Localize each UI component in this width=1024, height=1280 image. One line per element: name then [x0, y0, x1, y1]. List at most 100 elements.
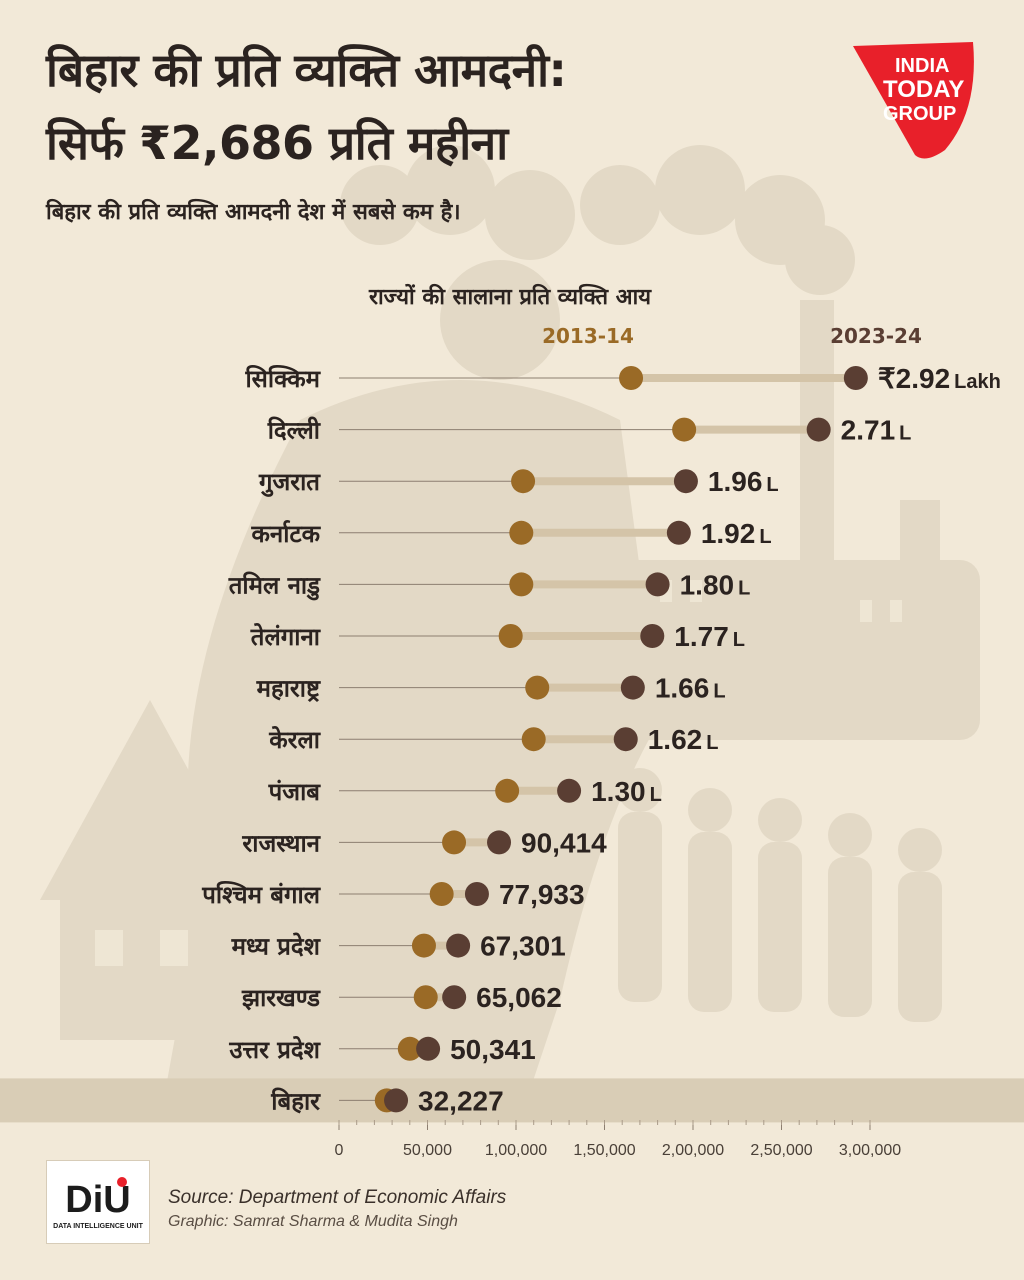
state-label: मध्य प्रदेश: [231, 933, 322, 961]
state-label: राजस्थान: [241, 829, 321, 857]
dot-2013-14: [429, 882, 454, 906]
value-unit: L: [738, 577, 750, 599]
value-unit: L: [706, 732, 718, 754]
dot-2023-24: [446, 933, 471, 958]
state-label: बिहार: [270, 1087, 321, 1115]
page-subtitle: बिहार की प्रति व्यक्ति आमदनी देश में सबस…: [46, 200, 461, 225]
value-number: 32,227: [418, 1085, 504, 1116]
value-number: 90,414: [521, 827, 607, 858]
chart-row: पंजाब 1.30 L: [268, 776, 662, 807]
value-unit: L: [713, 681, 725, 703]
chart-row: बिहार 32,227: [270, 1085, 503, 1116]
chart-row: दिल्ली 2.71 L: [267, 415, 912, 446]
dot-2013-14: [525, 675, 550, 700]
chart-row: पश्चिम बंगाल 77,933: [201, 879, 584, 910]
dot-2013-14: [619, 366, 644, 390]
value-unit: Lakh: [954, 371, 1001, 393]
logo-text-1: INDIA: [895, 55, 949, 77]
graphic-credit: Graphic: Samrat Sharma & Mudita Singh: [168, 1213, 458, 1230]
dot-2013-14: [509, 572, 534, 597]
dot-2023-24: [843, 366, 868, 390]
state-label: महाराष्ट्र: [256, 675, 321, 703]
value-label: 2.71 L: [841, 415, 912, 446]
value-number: 1.66: [655, 673, 710, 704]
dot-2013-14: [672, 417, 697, 442]
dot-2013-14: [511, 469, 536, 494]
house-silhouette: [40, 700, 260, 900]
chart-row: झारखण्ड 65,062: [241, 982, 562, 1013]
value-label: 32,227: [418, 1085, 504, 1116]
dot-2023-24: [613, 727, 638, 752]
value-number: 1.80: [680, 569, 735, 600]
dot-2013-14: [521, 727, 546, 752]
value-label: 1.92 L: [701, 518, 772, 549]
state-label: केरला: [268, 726, 321, 754]
state-label: कर्नाटक: [251, 520, 322, 548]
logo-text-2: TODAY: [883, 76, 964, 103]
value-label: 1.80 L: [680, 569, 751, 600]
logo-shape: [853, 42, 974, 159]
chart-row: सिक्किम ₹2.92 Lakh: [244, 363, 1000, 394]
legend-2023: 2023-24: [830, 324, 922, 348]
chimney-silhouette: [800, 300, 834, 640]
value-label: 1.66 L: [655, 673, 726, 704]
value-unit: L: [759, 526, 771, 548]
dot-2013-14: [413, 985, 438, 1010]
value-number: 67,301: [480, 931, 566, 962]
dot-2023-24: [442, 985, 467, 1010]
chart-row: तमिल नाडु 1.80 L: [228, 569, 751, 600]
value-label: 77,933: [499, 879, 585, 910]
value-unit: L: [650, 784, 662, 806]
value-label: 65,062: [476, 982, 562, 1013]
dot-2023-24: [464, 882, 489, 906]
highlight-band: [0, 1078, 1024, 1123]
value-number: 65,062: [476, 982, 562, 1013]
chart-row: महाराष्ट्र 1.66 L: [256, 673, 726, 704]
value-number: 1.62: [648, 724, 703, 755]
page-title-line-2: सिर्फ ₹2,686 प्रति महीना: [46, 116, 508, 170]
dot-2023-24: [384, 1088, 409, 1113]
chart-row: कर्नाटक 1.92 L: [251, 518, 772, 549]
legend-2013: 2013-14: [542, 324, 634, 348]
state-label: दिल्ली: [267, 417, 321, 445]
x-tick-label: 1,00,000: [485, 1142, 547, 1159]
chart-row: उत्तर प्रदेश 50,341: [228, 1034, 535, 1065]
diu-logo-subtext: DATA INTELLIGENCE UNIT: [53, 1223, 143, 1230]
page-title-line-1: बिहार की प्रति व्यक्ति आमदनी:: [46, 43, 567, 97]
logo-text-3: GROUP: [883, 103, 956, 125]
value-label: 1.96 L: [708, 466, 779, 497]
state-label: सिक्किम: [244, 365, 321, 393]
value-number: 1.92: [701, 518, 756, 549]
state-label: झारखण्ड: [241, 984, 321, 1012]
dot-2023-24: [557, 778, 582, 803]
state-label: तमिल नाडु: [228, 571, 321, 600]
value-number: 2.71: [841, 415, 896, 446]
chart-row: केरला 1.62 L: [268, 724, 718, 755]
value-number: 1.30: [591, 776, 646, 807]
source-note: Source: Department of Economic Affairs: [168, 1187, 507, 1208]
dot-2023-24: [640, 624, 665, 648]
x-tick-label: 2,50,000: [750, 1142, 812, 1159]
state-label: तेलंगाना: [250, 623, 321, 651]
crowd-silhouette: [618, 768, 942, 1022]
diu-logo: DiU DATA INTELLIGENCE UNIT: [46, 1160, 150, 1244]
dot-2023-24: [806, 417, 831, 442]
person-silhouette: [440, 260, 560, 380]
value-number: 50,341: [450, 1034, 536, 1065]
dot-2023-24: [487, 830, 512, 855]
x-tick-label: 3,00,000: [839, 1142, 901, 1159]
state-label: उत्तर प्रदेश: [228, 1036, 321, 1064]
value-label: ₹2.92 Lakh: [878, 363, 1001, 394]
state-label: पश्चिम बंगाल: [201, 881, 321, 909]
dot-2023-24: [666, 520, 691, 545]
value-number: 77,933: [499, 879, 585, 910]
state-label: पंजाब: [268, 778, 322, 806]
dot-2013-14: [442, 830, 467, 855]
dot-2013-14: [495, 778, 520, 803]
x-tick-label: 50,000: [403, 1142, 452, 1159]
value-unit: L: [766, 474, 778, 496]
state-label: गुजरात: [258, 468, 321, 497]
